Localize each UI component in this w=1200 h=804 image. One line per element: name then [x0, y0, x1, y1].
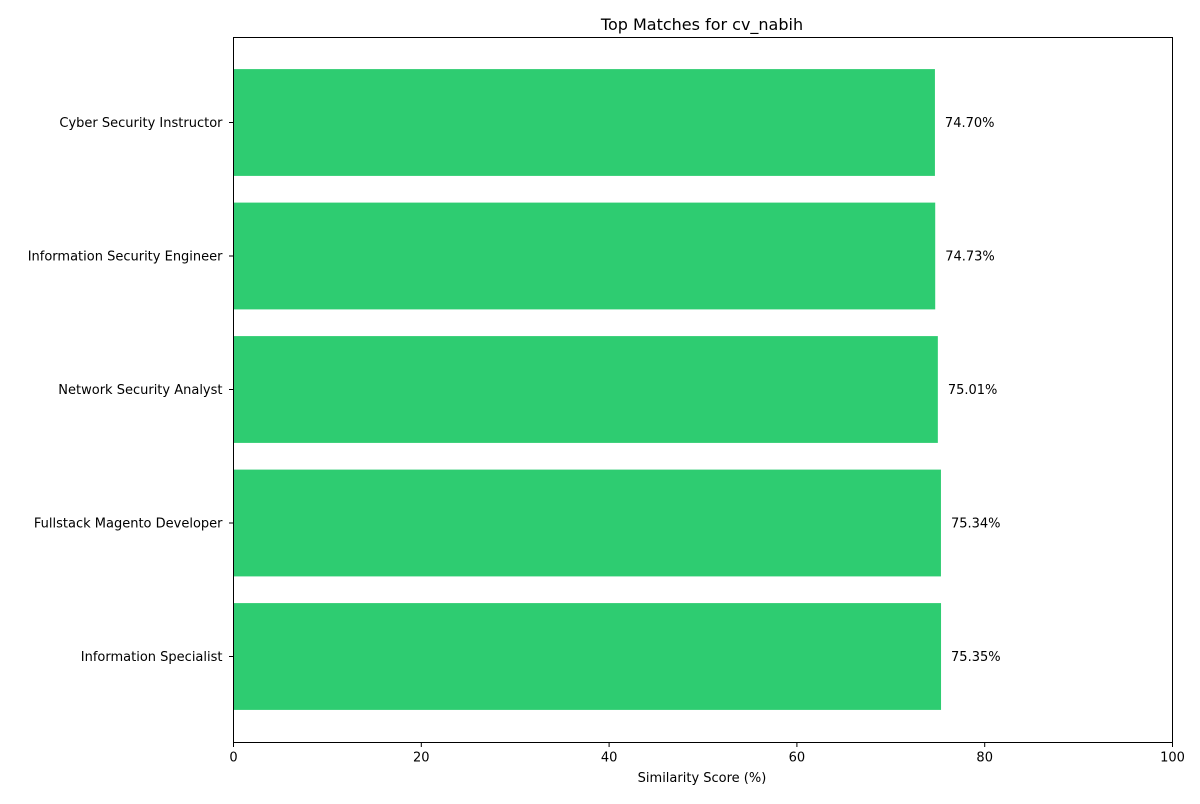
bars-layer: [233, 69, 942, 710]
x-axis-label: Similarity Score (%): [638, 771, 767, 786]
y-tick-label-3: Fullstack Magento Developer: [34, 517, 223, 532]
x-tick-label-0: 0: [229, 751, 237, 766]
x-tick-label-5: 100: [1160, 751, 1185, 766]
x-tick-label-4: 80: [976, 751, 993, 766]
bar-value-label-0: 74.70%: [945, 116, 995, 131]
y-tick-label-4: Information Specialist: [81, 650, 223, 665]
bar-value-label-1: 74.73%: [945, 250, 995, 265]
bar-2: [233, 336, 938, 443]
y-tick-label-1: Information Security Engineer: [28, 250, 223, 265]
bar-value-label-2: 75.01%: [948, 383, 998, 398]
bar-value-label-4: 75.35%: [951, 650, 1001, 665]
bar-1: [233, 202, 936, 310]
bar-4: [233, 603, 942, 710]
value-labels-layer: 74.70% 74.73% 75.01% 75.34% 75.35%: [945, 116, 1001, 665]
chart-title: Top Matches for cv_nabih: [600, 15, 803, 35]
bar-3: [233, 469, 941, 577]
y-tick-label-0: Cyber Security Instructor: [59, 116, 223, 131]
x-axis-ticks: 0 20 40 60 80 100: [229, 742, 1185, 766]
bar-value-label-3: 75.34%: [951, 517, 1001, 532]
x-tick-label-2: 40: [601, 751, 618, 766]
x-tick-label-1: 20: [413, 751, 430, 766]
y-axis-ticks: Cyber Security Instructor Information Sec…: [28, 116, 234, 665]
bar-0: [233, 69, 935, 176]
x-tick-label-3: 60: [789, 751, 806, 766]
plot-frame: [233, 37, 1173, 743]
y-tick-label-2: Network Security Analyst: [58, 383, 222, 398]
